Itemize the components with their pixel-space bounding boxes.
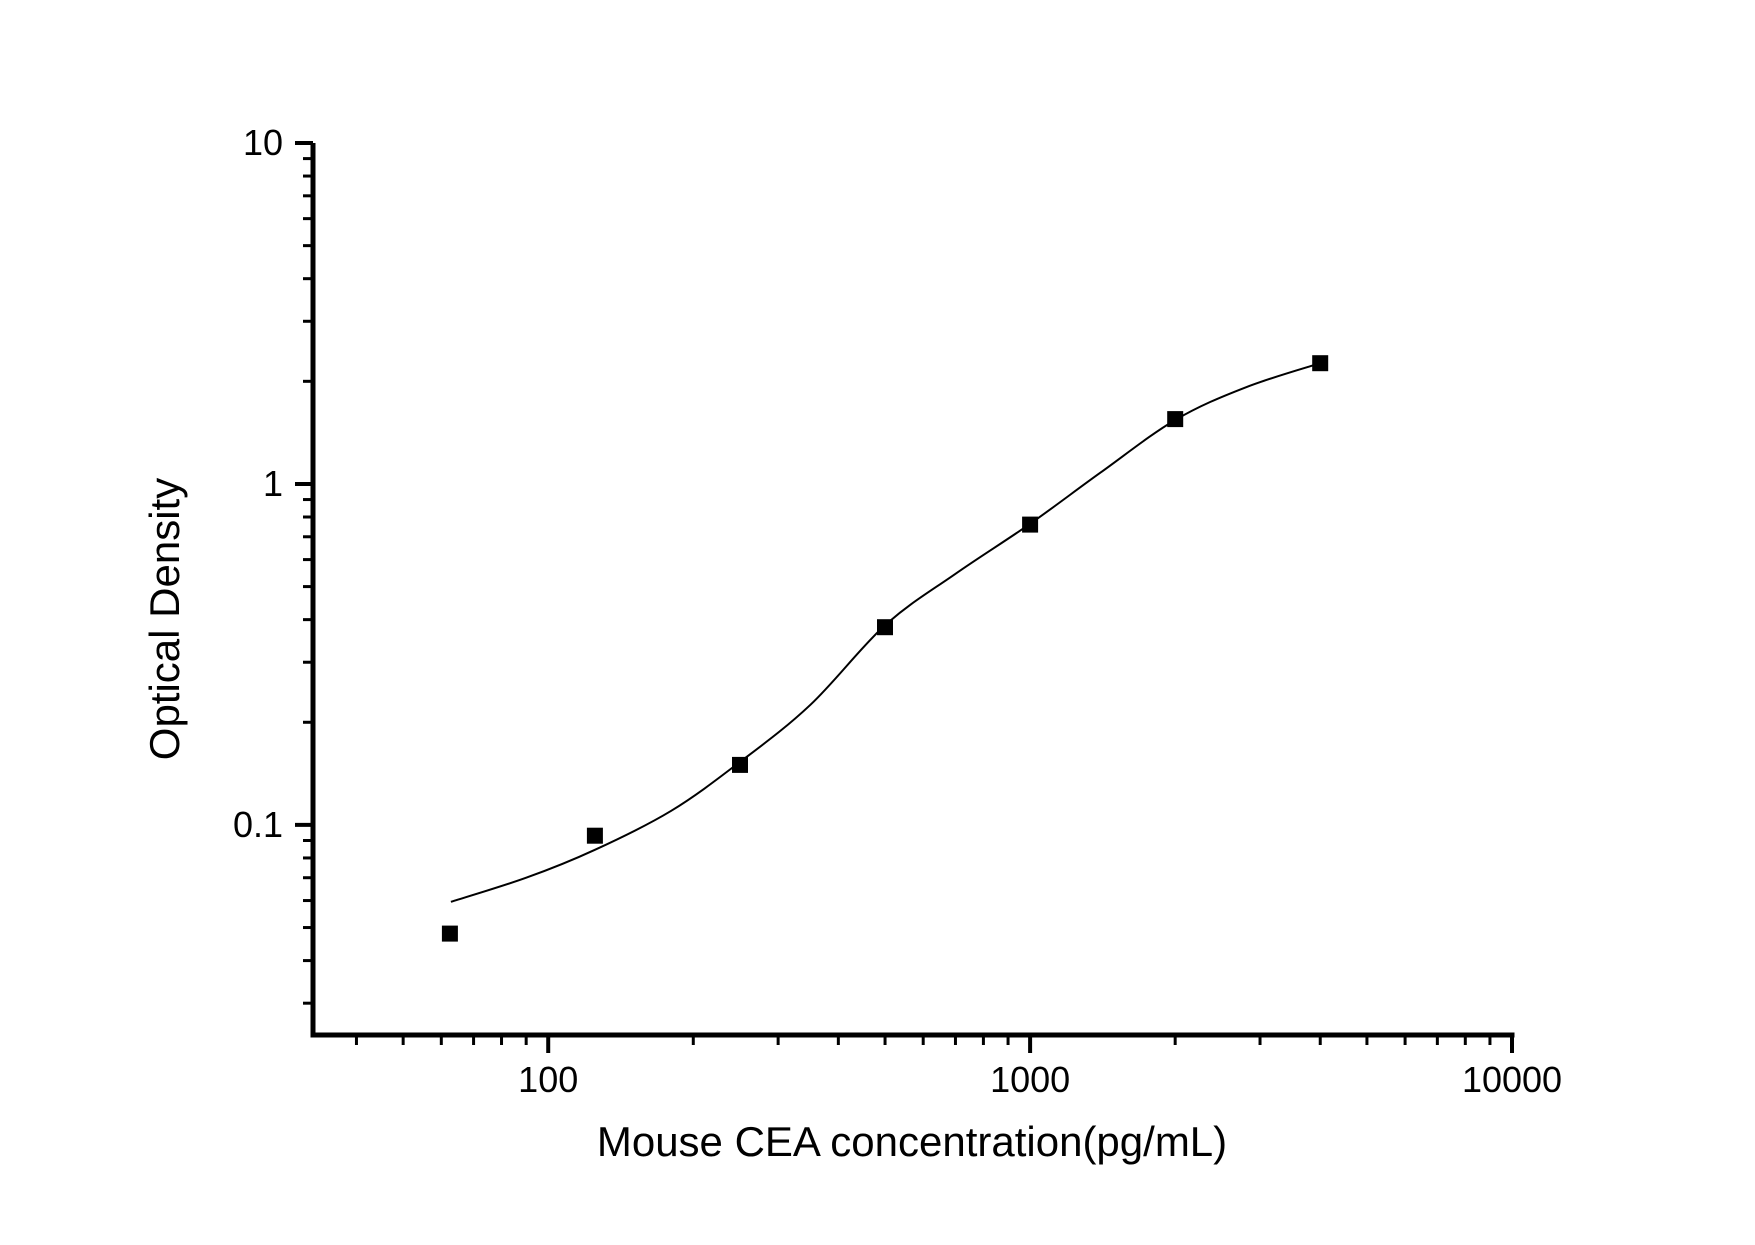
y-tick-label: 0.1 (233, 804, 283, 845)
data-point-marker (732, 756, 748, 773)
x-tick-label: 10000 (1462, 1059, 1562, 1100)
data-point-marker (586, 827, 603, 844)
data-points-layer (441, 355, 1329, 942)
y-tick-label: 1 (263, 463, 283, 504)
data-point-marker (441, 925, 458, 942)
data-point-marker (877, 619, 893, 636)
x-tick-label: 1000 (990, 1059, 1070, 1100)
data-point-marker (1167, 411, 1184, 428)
data-point-marker (1312, 355, 1329, 372)
x-axis-title: Mouse CEA concentration(pg/mL) (597, 1118, 1227, 1165)
y-tick-label: 10 (243, 122, 283, 163)
data-point-marker (1022, 516, 1039, 533)
x-tick-label: 100 (518, 1059, 578, 1100)
axes-layer: 10 1 0.1 100 1000 10000 (233, 122, 1562, 1100)
y-axis-title: Optical Density (141, 478, 188, 760)
